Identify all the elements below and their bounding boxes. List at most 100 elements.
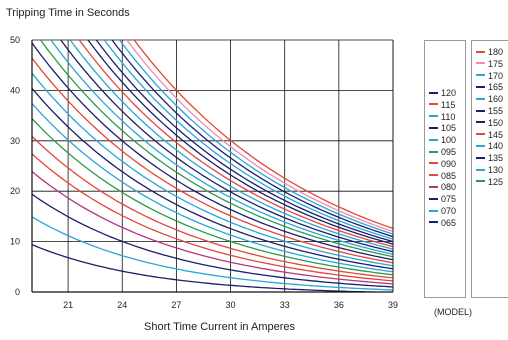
legend-item-085: 085 (429, 171, 456, 182)
legend-label: 070 (441, 206, 457, 216)
legend-item-090: 090 (429, 159, 456, 170)
legend-item-180: 180 (476, 47, 503, 58)
legend-item-065: 065 (429, 218, 456, 229)
x-tick-label: 36 (334, 300, 344, 310)
legend-label: 155 (488, 106, 504, 116)
legend-item-075: 075 (429, 194, 456, 205)
legend-label: 120 (441, 88, 457, 98)
legend-swatch (429, 197, 438, 200)
curve-135 (59, 40, 393, 253)
legend-swatch (429, 221, 438, 224)
curve-090 (32, 135, 393, 279)
curve-170 (118, 40, 393, 235)
curve-155 (95, 40, 393, 243)
y-tick-label: 20 (10, 186, 20, 196)
curve-110 (32, 72, 393, 267)
legend-item-110: 110 (429, 112, 455, 123)
curve-150 (87, 40, 393, 245)
legend-label: 175 (488, 58, 504, 69)
legend-title: (MODEL) (434, 307, 472, 317)
curve-130 (50, 40, 393, 255)
curves (32, 40, 393, 292)
legend-item-150: 150 (476, 118, 503, 129)
y-tick-label: 50 (10, 35, 20, 45)
legend-item-155: 155 (476, 106, 503, 117)
x-tick-label: 39 (388, 300, 398, 310)
legend-box-right: 180 175 170 165 160 155 150 145 140 135 130 125 (471, 40, 508, 298)
legend-swatch (476, 180, 485, 183)
legend-label: 075 (441, 194, 457, 205)
legend-item-160: 160 (476, 94, 503, 105)
legend-swatch (429, 209, 438, 212)
legend-label: 135 (488, 153, 504, 164)
curve-080 (32, 170, 393, 285)
legend-label: 145 (488, 129, 504, 140)
curve-165 (111, 40, 393, 238)
legend-label: 115 (441, 99, 456, 110)
legend-label: 090 (441, 158, 457, 169)
legend-item-165: 165 (476, 82, 503, 93)
curve-180 (133, 40, 393, 230)
x-tick-label: 24 (117, 300, 127, 310)
curve-175 (125, 40, 393, 233)
x-tick-label: 33 (280, 300, 290, 310)
legend-item-145: 145 (476, 130, 503, 141)
y-tick-label: 40 (10, 85, 20, 95)
legend-item-130: 130 (476, 165, 503, 176)
legend-swatch (476, 145, 485, 148)
legend-label: 165 (488, 82, 504, 93)
legend-label: 085 (441, 170, 457, 181)
x-tick-label: 27 (171, 300, 181, 310)
legend-swatch (476, 74, 485, 77)
curve-115 (32, 57, 393, 264)
legend-label: 170 (488, 70, 504, 81)
x-tick-label: 30 (226, 300, 236, 310)
legend-item-100: 100 (429, 135, 456, 146)
legend-label: 180 (488, 47, 504, 57)
curve-085 (32, 153, 393, 282)
curve-120 (32, 42, 393, 261)
legend-item-095: 095 (429, 147, 456, 158)
curve-065 (32, 244, 393, 292)
legend-swatch (476, 109, 485, 112)
legend-swatch (429, 138, 438, 141)
legend-swatch (429, 127, 438, 130)
x-tick-label: 21 (63, 300, 73, 310)
curve-075 (32, 193, 393, 288)
legend-swatch (429, 150, 438, 153)
legend-label: 130 (488, 165, 504, 175)
legend-swatch (476, 97, 485, 100)
legend-label: 125 (488, 176, 504, 187)
legend-label: 065 (441, 217, 457, 228)
legend-label: 150 (488, 117, 504, 128)
y-tick-label: 10 (10, 237, 20, 247)
curve-145 (78, 40, 393, 248)
legend-label: 080 (441, 182, 457, 193)
y-axis-label: Tripping Time in Seconds (6, 7, 130, 19)
legend-item-070: 070 (429, 206, 456, 217)
legend-swatch (476, 86, 485, 89)
legend-swatch (476, 62, 485, 65)
y-tick-label: 30 (10, 136, 20, 146)
legend-item-080: 080 (429, 182, 456, 193)
y-tick-label: 0 (15, 287, 20, 297)
legend-item-140: 140 (476, 141, 503, 152)
legend-label: 160 (488, 94, 504, 105)
legend-swatch (476, 121, 485, 124)
legend-swatch (476, 156, 485, 159)
legend-swatch (476, 168, 485, 171)
legend-swatch (429, 103, 438, 106)
legend-swatch (429, 186, 438, 189)
legend-swatch (429, 91, 438, 94)
legend-label: 100 (441, 135, 457, 146)
curve-095 (32, 118, 393, 276)
legend-swatch (429, 162, 438, 165)
legend-swatch (429, 115, 438, 118)
legend-item-125: 125 (476, 177, 503, 188)
legend-item-115: 115 (429, 100, 455, 111)
curve-100 (32, 103, 393, 273)
legend-swatch (476, 50, 485, 53)
x-axis-label: Short Time Current in Amperes (144, 321, 296, 333)
legend-label: 095 (441, 147, 457, 157)
